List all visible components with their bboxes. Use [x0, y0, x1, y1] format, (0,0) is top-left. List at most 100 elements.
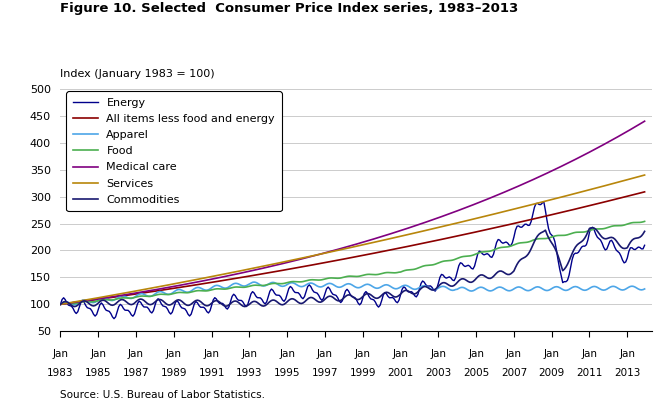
Commodities [255, 301, 263, 306]
Text: Jan: Jan [506, 349, 522, 360]
Commodities [640, 229, 648, 234]
Text: 1997: 1997 [312, 368, 338, 378]
Medical care [640, 119, 648, 124]
Apparel [640, 286, 648, 291]
Line: Energy: Energy [60, 202, 644, 319]
Commodities [487, 276, 495, 281]
Text: 2007: 2007 [501, 368, 527, 378]
Energy [640, 243, 648, 248]
Line: Food: Food [60, 221, 644, 304]
Commodities [355, 297, 364, 301]
Food [253, 283, 261, 288]
Text: Jan: Jan [90, 349, 106, 360]
Text: Jan: Jan [581, 349, 597, 360]
Services [130, 289, 138, 294]
All items less food and energy [485, 227, 493, 231]
Apparel [357, 284, 365, 289]
Food [56, 302, 65, 307]
Text: 2005: 2005 [463, 368, 489, 378]
All items less food and energy [153, 288, 161, 293]
Text: Jan: Jan [241, 349, 257, 360]
Apparel [71, 302, 79, 307]
Text: 2001: 2001 [388, 368, 414, 378]
Medical care [354, 241, 362, 246]
Energy [255, 295, 263, 300]
Apparel [132, 294, 140, 299]
Text: 2011: 2011 [577, 368, 603, 378]
All items less food and energy [640, 189, 648, 194]
Text: 1995: 1995 [274, 368, 300, 378]
Text: Jan: Jan [355, 349, 371, 360]
Line: Commodities: Commodities [60, 228, 644, 307]
Energy [56, 302, 65, 307]
Services [153, 285, 161, 290]
Text: Jan: Jan [317, 349, 333, 360]
Apparel [631, 285, 639, 290]
Commodities [241, 304, 249, 309]
All items less food and energy [628, 193, 636, 198]
Food [640, 219, 648, 224]
Services [628, 176, 636, 181]
Text: 2003: 2003 [425, 368, 452, 378]
Apparel [154, 290, 162, 295]
Text: Index (January 1983 = 100): Index (January 1983 = 100) [60, 69, 215, 79]
Medical care [485, 196, 493, 201]
Text: 1985: 1985 [85, 368, 112, 378]
Text: 2013: 2013 [614, 368, 640, 378]
Text: 1993: 1993 [236, 368, 263, 378]
Medical care [153, 287, 161, 292]
Medical care [628, 126, 636, 131]
Apparel [257, 282, 265, 287]
Food [354, 274, 362, 279]
Energy [355, 303, 364, 307]
Text: Jan: Jan [128, 349, 144, 360]
Food [485, 249, 493, 254]
Energy [154, 296, 162, 301]
Legend: Energy, All items less food and energy, Apparel, Food, Medical care, Services, C: Energy, All items less food and energy, … [67, 91, 282, 211]
Text: Jan: Jan [166, 349, 182, 360]
Apparel [488, 288, 496, 293]
Medical care [253, 267, 261, 272]
All items less food and energy [354, 254, 362, 259]
Line: Services: Services [60, 175, 644, 304]
Apparel [250, 280, 258, 284]
Services [485, 213, 493, 218]
Text: Jan: Jan [279, 349, 295, 360]
All items less food and energy [130, 292, 138, 297]
Food [628, 220, 636, 225]
Text: Figure 10. Selected  Consumer Price Index series, 1983–2013: Figure 10. Selected Consumer Price Index… [60, 2, 519, 15]
Text: 1991: 1991 [198, 368, 225, 378]
Energy [110, 316, 118, 321]
Services [640, 173, 648, 177]
Commodities [130, 301, 138, 305]
All items less food and energy [56, 302, 65, 307]
Line: All items less food and energy: All items less food and energy [60, 192, 644, 304]
Energy [540, 200, 548, 204]
Line: Apparel: Apparel [60, 282, 644, 305]
Text: 1983: 1983 [47, 368, 74, 378]
Medical care [130, 291, 138, 296]
Text: 1987: 1987 [123, 368, 149, 378]
Apparel [56, 302, 65, 307]
Services [253, 265, 261, 270]
Text: 2009: 2009 [538, 368, 565, 378]
Services [56, 302, 65, 307]
Commodities [153, 298, 161, 303]
All items less food and energy [253, 272, 261, 277]
Energy [487, 254, 495, 259]
Text: Jan: Jan [620, 349, 635, 360]
Commodities [56, 302, 65, 307]
Food [153, 292, 161, 297]
Medical care [56, 302, 65, 307]
Services [354, 244, 362, 248]
Text: Jan: Jan [430, 349, 446, 360]
Text: Source: U.S. Bureau of Labor Statistics.: Source: U.S. Bureau of Labor Statistics. [60, 390, 265, 400]
Energy [132, 306, 140, 311]
Text: Jan: Jan [392, 349, 409, 360]
Commodities [631, 236, 639, 241]
Text: Jan: Jan [52, 349, 69, 360]
Text: Jan: Jan [204, 349, 220, 360]
Text: Jan: Jan [468, 349, 484, 360]
Text: 1989: 1989 [161, 368, 187, 378]
Line: Medical care: Medical care [60, 121, 644, 304]
